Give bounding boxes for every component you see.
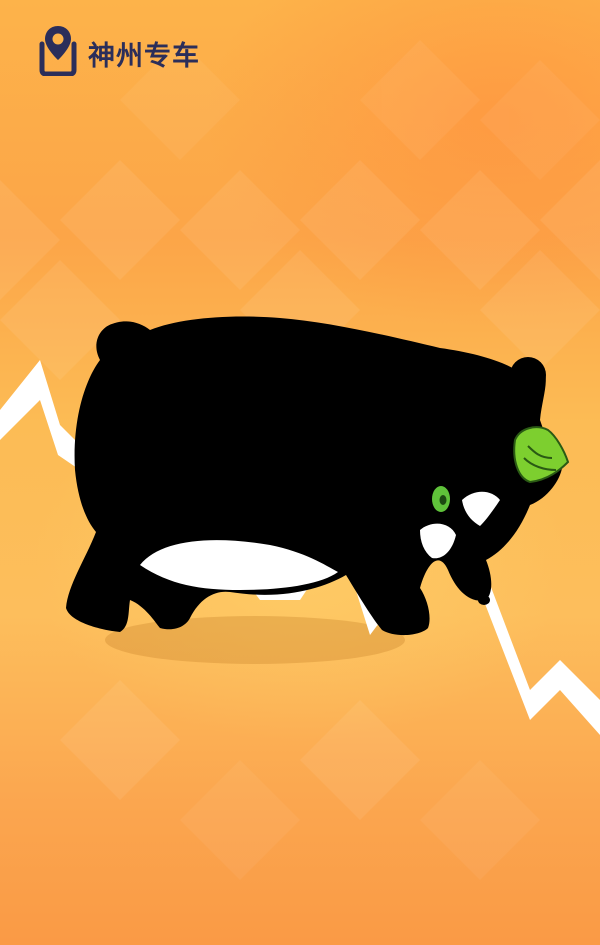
bear-belly <box>140 540 338 590</box>
bear-green-horn-detail <box>523 445 557 471</box>
bear-ear-front <box>510 357 546 393</box>
bear-body <box>66 316 562 636</box>
bear-nose <box>478 595 490 605</box>
bear-face-marking <box>462 491 500 526</box>
falling-trend-line <box>0 360 600 735</box>
brand-logo: 神州专车 <box>36 22 200 76</box>
bear-ear-rear <box>98 323 138 363</box>
bear-eye-pupil <box>439 495 447 505</box>
bear-shadow <box>105 616 405 664</box>
bear-snout-marking <box>420 523 456 559</box>
brand-name: 神州专车 <box>88 40 200 72</box>
bear-green-horn <box>513 426 570 484</box>
location-pin-icon <box>39 26 77 76</box>
